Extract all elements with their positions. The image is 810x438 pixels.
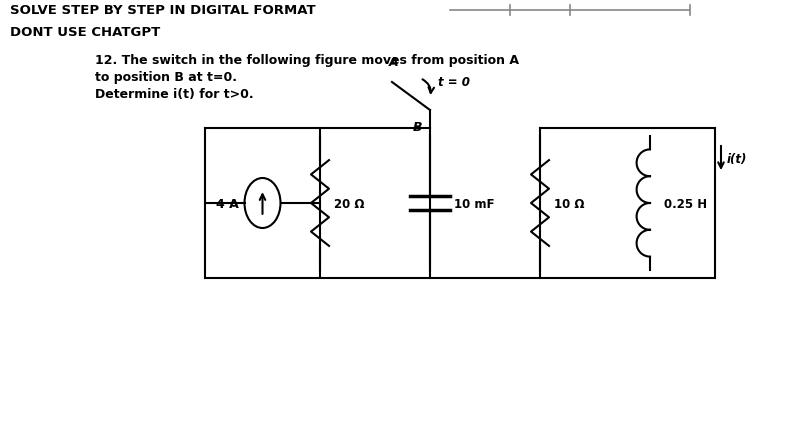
Text: 0.25 H: 0.25 H [664, 197, 707, 210]
Text: 20 Ω: 20 Ω [334, 197, 364, 210]
Text: A: A [389, 56, 399, 69]
Text: i(t): i(t) [727, 152, 748, 165]
Text: t = 0: t = 0 [438, 76, 470, 89]
Text: SOLVE STEP BY STEP IN DIGITAL FORMAT: SOLVE STEP BY STEP IN DIGITAL FORMAT [10, 4, 316, 17]
Text: to position B at t=0.: to position B at t=0. [95, 71, 237, 84]
Text: DONT USE CHATGPT: DONT USE CHATGPT [10, 26, 160, 39]
Text: 10 mF: 10 mF [454, 197, 494, 210]
Text: 10 Ω: 10 Ω [554, 197, 585, 210]
Text: 12. The switch in the following figure moves from position A: 12. The switch in the following figure m… [95, 54, 519, 67]
Text: B: B [412, 121, 422, 134]
Text: Determine i(t) for t>0.: Determine i(t) for t>0. [95, 88, 254, 101]
Text: 4 A: 4 A [215, 197, 238, 210]
